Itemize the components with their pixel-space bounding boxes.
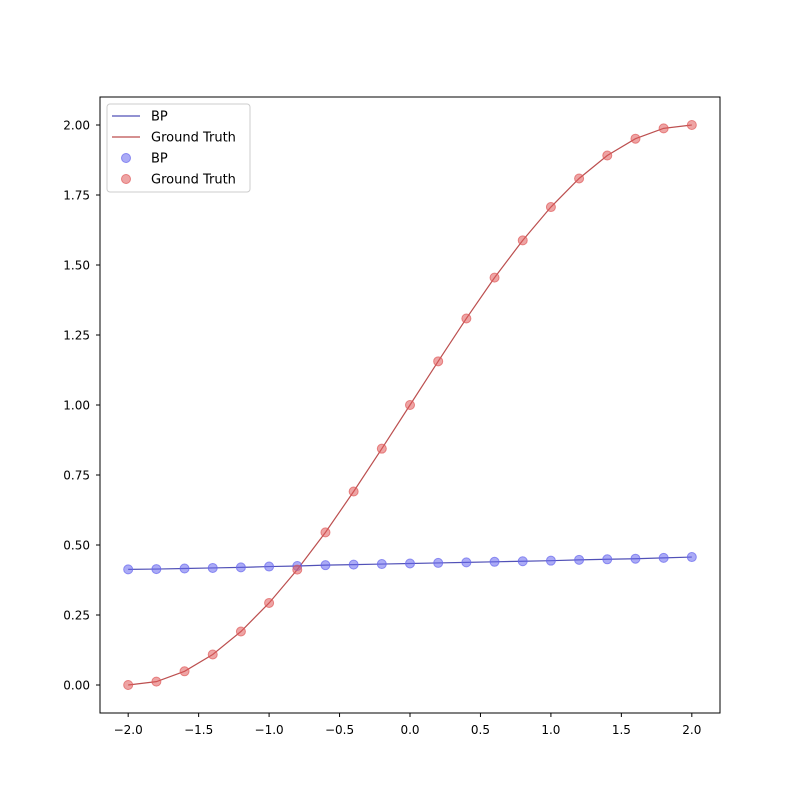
x-tick-label: −2.0: [114, 723, 143, 737]
data-point-1-12: [461, 313, 472, 324]
data-point-0-9: [376, 559, 387, 570]
x-tick-label: 0.0: [400, 723, 419, 737]
x-tick-label: 1.5: [612, 723, 631, 737]
data-point-1-5: [264, 597, 275, 608]
y-tick-label: 0.00: [63, 679, 90, 693]
y-tick-label: 1.75: [63, 189, 90, 203]
legend-label: Ground Truth: [151, 173, 236, 188]
data-point-1-1: [151, 676, 162, 687]
y-axis: 0.00 0.25 0.50 0.75 1.00 1.25 1.50 1.75 2.00: [63, 119, 100, 693]
data-point-0-17: [602, 554, 613, 565]
data-point-1-4: [235, 626, 246, 637]
data-point-0-14: [517, 556, 528, 567]
data-point-0-13: [489, 556, 500, 567]
y-tick-label: 1.00: [63, 399, 90, 413]
data-point-1-6: [292, 564, 303, 575]
data-point-0-2: [179, 563, 190, 574]
data-point-0-1: [151, 564, 162, 575]
data-point-1-15: [545, 202, 556, 213]
y-tick-label: 1.25: [63, 329, 90, 343]
data-point-1-17: [602, 150, 613, 161]
data-point-1-2: [179, 666, 190, 677]
data-point-1-20: [686, 120, 697, 130]
data-point-1-7: [320, 527, 331, 538]
data-point-1-9: [376, 443, 387, 454]
data-point-0-18: [630, 553, 641, 564]
data-point-0-12: [461, 557, 472, 568]
y-tick-label: 0.50: [63, 539, 90, 553]
data-point-0-20: [686, 552, 697, 563]
x-tick-label: 0.5: [471, 723, 490, 737]
x-tick-label: −0.5: [325, 723, 354, 737]
data-point-1-8: [348, 486, 359, 497]
data-point-1-16: [574, 173, 585, 184]
x-tick-label: −1.5: [184, 723, 213, 737]
data-point-0-5: [264, 561, 275, 572]
data-point-0-16: [574, 554, 585, 565]
legend: BP Ground Truth BP Ground Truth: [106, 103, 251, 193]
series-layer: [123, 120, 697, 690]
legend-marker-swatch: [121, 153, 131, 163]
y-tick-label: 0.75: [63, 469, 90, 483]
data-point-1-18: [630, 133, 641, 144]
data-point-1-13: [489, 272, 500, 283]
y-tick-label: 1.50: [63, 259, 90, 273]
y-tick-label: 2.00: [63, 119, 90, 133]
data-point-0-3: [207, 562, 218, 573]
legend-marker-swatch: [121, 174, 131, 184]
data-point-0-7: [320, 560, 331, 571]
data-point-0-15: [545, 555, 556, 566]
x-tick-label: −1.0: [255, 723, 284, 737]
legend-label: BP: [151, 152, 168, 167]
data-point-1-11: [433, 356, 444, 367]
data-point-0-8: [348, 559, 359, 570]
data-point-1-10: [405, 400, 415, 410]
legend-label: BP: [151, 110, 168, 125]
legend-label: Ground Truth: [151, 131, 236, 146]
data-point-1-14: [517, 235, 528, 246]
data-point-0-11: [433, 557, 444, 568]
x-tick-label: 1.0: [541, 723, 560, 737]
data-point-1-0: [123, 680, 134, 690]
data-point-0-4: [235, 562, 246, 573]
data-point-0-0: [123, 564, 134, 575]
x-axis: −2.0 −1.5 −1.0 −0.5 0.0 0.5 1.0 1.5 2.0: [114, 713, 701, 737]
data-point-1-3: [207, 649, 218, 660]
x-tick-label: 2.0: [682, 723, 701, 737]
data-point-1-19: [658, 123, 669, 134]
y-tick-label: 0.25: [63, 609, 90, 623]
data-point-0-10: [405, 558, 415, 569]
legend-box: [106, 103, 251, 193]
data-point-0-19: [658, 552, 669, 563]
